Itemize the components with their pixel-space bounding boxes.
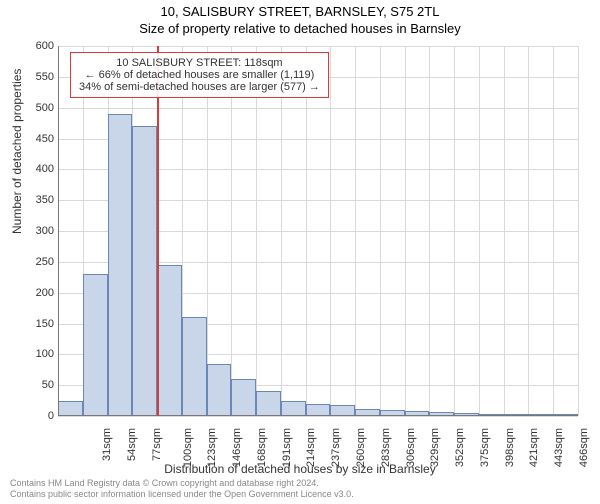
x-tick-label: 260sqm [355, 428, 367, 467]
histogram-bar [256, 391, 281, 416]
x-tick-label: 443sqm [553, 428, 565, 467]
x-tick-label: 306sqm [405, 428, 417, 467]
y-tick-label: 300 [28, 225, 54, 237]
footer-line2: Contains public sector information licen… [10, 489, 590, 500]
gridline-v [454, 46, 455, 416]
x-tick-label: 237sqm [330, 428, 342, 467]
histogram-bar [231, 379, 256, 416]
y-tick-label: 400 [28, 163, 54, 175]
gridline-v [504, 46, 505, 416]
y-axis-line [58, 46, 59, 416]
x-tick-label: 214sqm [306, 428, 318, 467]
y-tick-label: 350 [28, 194, 54, 206]
gridline-v [479, 46, 480, 416]
gridline-v [256, 46, 257, 416]
histogram-bar [281, 401, 306, 416]
gridline-v [528, 46, 529, 416]
x-tick-label: 191sqm [281, 428, 293, 467]
histogram-bar [182, 317, 207, 416]
gridline-v [355, 46, 356, 416]
histogram-chart [58, 46, 578, 416]
histogram-bar [132, 126, 157, 416]
y-tick-label: 600 [28, 40, 54, 52]
x-tick-label: 123sqm [207, 428, 219, 467]
x-axis-line [58, 415, 578, 416]
y-tick-label: 250 [28, 256, 54, 268]
x-tick-label: 31sqm [101, 428, 113, 461]
gridline-h [58, 108, 578, 109]
gridline-v [306, 46, 307, 416]
gridline-v [207, 46, 208, 416]
gridline-v [380, 46, 381, 416]
footer-attribution: Contains HM Land Registry data © Crown c… [10, 478, 590, 500]
gridline-v [231, 46, 232, 416]
x-tick-label: 54sqm [126, 428, 138, 461]
gridline-v [405, 46, 406, 416]
y-tick-label: 550 [28, 71, 54, 83]
footer-line1: Contains HM Land Registry data © Crown c… [10, 478, 590, 489]
page-title-line2: Size of property relative to detached ho… [0, 21, 600, 36]
histogram-bar [58, 401, 83, 416]
y-tick-label: 50 [28, 379, 54, 391]
gridline-v [330, 46, 331, 416]
histogram-bar [108, 114, 133, 416]
gridline-v [281, 46, 282, 416]
y-axis-label: Number of detached properties [10, 69, 24, 234]
gridline-v [429, 46, 430, 416]
annotation-line3: 34% of semi-detached houses are larger (… [79, 81, 320, 93]
x-tick-label: 352sqm [454, 428, 466, 467]
x-tick-label: 100sqm [182, 428, 194, 467]
gridline-h [58, 46, 578, 47]
x-tick-label: 375sqm [479, 428, 491, 467]
x-tick-label: 77sqm [151, 428, 163, 461]
gridline-v [553, 46, 554, 416]
histogram-bar [157, 265, 182, 416]
histogram-bar [207, 364, 232, 416]
annotation-line2: ← 66% of detached houses are smaller (1,… [79, 69, 320, 81]
y-tick-label: 500 [28, 102, 54, 114]
page-title-line1: 10, SALISBURY STREET, BARNSLEY, S75 2TL [0, 4, 600, 19]
x-tick-label: 466sqm [578, 428, 590, 467]
x-tick-label: 146sqm [231, 428, 243, 467]
y-tick-label: 150 [28, 318, 54, 330]
y-tick-label: 100 [28, 348, 54, 360]
y-tick-label: 0 [28, 410, 54, 422]
x-tick-label: 168sqm [256, 428, 268, 467]
x-tick-label: 421sqm [528, 428, 540, 467]
x-tick-label: 329sqm [429, 428, 441, 467]
y-tick-label: 200 [28, 287, 54, 299]
annotation-line1: 10 SALISBURY STREET: 118sqm [79, 57, 320, 69]
gridline-h [58, 416, 578, 417]
y-tick-label: 450 [28, 133, 54, 145]
x-tick-label: 283sqm [380, 428, 392, 467]
subject-marker-line [157, 46, 159, 416]
histogram-bar [83, 274, 108, 416]
annotation-box: 10 SALISBURY STREET: 118sqm ← 66% of det… [70, 52, 329, 98]
gridline-v [578, 46, 579, 416]
x-tick-label: 398sqm [504, 428, 516, 467]
